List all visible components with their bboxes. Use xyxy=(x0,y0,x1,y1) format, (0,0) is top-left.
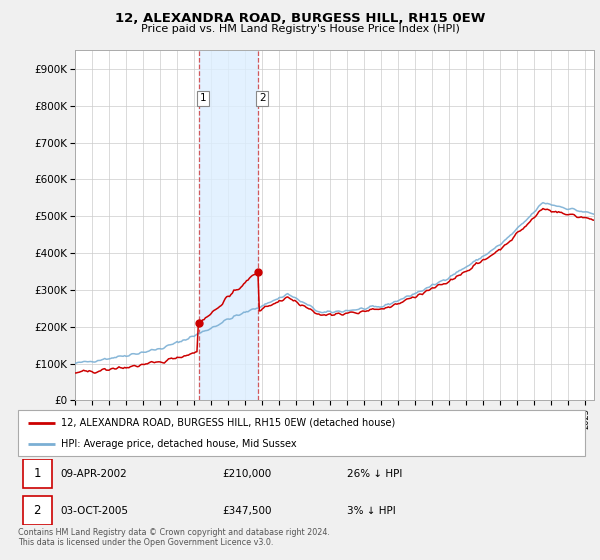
Text: HPI: Average price, detached house, Mid Sussex: HPI: Average price, detached house, Mid … xyxy=(61,439,296,449)
Text: £347,500: £347,500 xyxy=(222,506,272,516)
Text: 09-APR-2002: 09-APR-2002 xyxy=(61,469,127,479)
Text: Price paid vs. HM Land Registry's House Price Index (HPI): Price paid vs. HM Land Registry's House … xyxy=(140,24,460,34)
Text: 3% ↓ HPI: 3% ↓ HPI xyxy=(347,506,395,516)
Text: 12, ALEXANDRA ROAD, BURGESS HILL, RH15 0EW (detached house): 12, ALEXANDRA ROAD, BURGESS HILL, RH15 0… xyxy=(61,418,395,428)
Text: Contains HM Land Registry data © Crown copyright and database right 2024.
This d: Contains HM Land Registry data © Crown c… xyxy=(18,528,330,547)
FancyBboxPatch shape xyxy=(18,410,585,456)
FancyBboxPatch shape xyxy=(23,459,52,488)
Text: 26% ↓ HPI: 26% ↓ HPI xyxy=(347,469,402,479)
Text: 2: 2 xyxy=(34,504,41,517)
Text: 1: 1 xyxy=(200,94,206,103)
Text: 03-OCT-2005: 03-OCT-2005 xyxy=(61,506,128,516)
FancyBboxPatch shape xyxy=(23,496,52,525)
Bar xyxy=(199,50,258,400)
Text: 2: 2 xyxy=(259,94,265,103)
Text: £210,000: £210,000 xyxy=(222,469,271,479)
Text: 1: 1 xyxy=(34,467,41,480)
Text: 12, ALEXANDRA ROAD, BURGESS HILL, RH15 0EW: 12, ALEXANDRA ROAD, BURGESS HILL, RH15 0… xyxy=(115,12,485,25)
